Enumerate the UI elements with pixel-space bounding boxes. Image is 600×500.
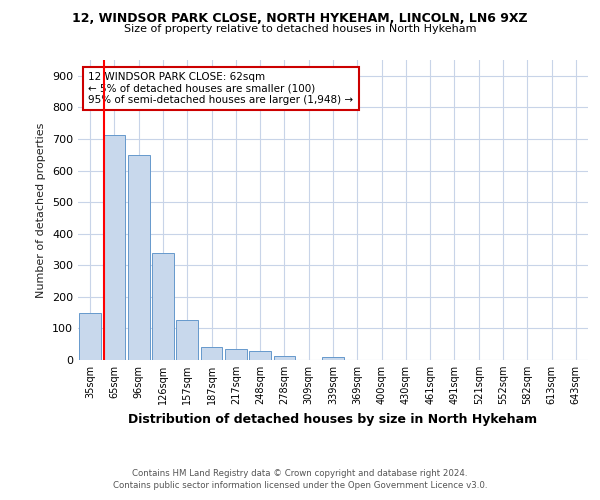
Text: 12, WINDSOR PARK CLOSE, NORTH HYKEHAM, LINCOLN, LN6 9XZ: 12, WINDSOR PARK CLOSE, NORTH HYKEHAM, L… (72, 12, 528, 26)
Bar (274, 356, 295, 360)
Text: Contains HM Land Registry data © Crown copyright and database right 2024.
Contai: Contains HM Land Registry data © Crown c… (113, 468, 487, 490)
Bar (200, 346, 223, 360)
Bar (104, 135, 125, 360)
Bar (152, 252, 174, 360)
X-axis label: Distribution of detached houses by size in North Hykeham: Distribution of detached houses by size … (128, 412, 538, 426)
Bar (249, 351, 271, 360)
Y-axis label: Number of detached properties: Number of detached properties (37, 122, 46, 298)
Bar (128, 154, 149, 360)
Bar (225, 349, 247, 360)
Text: Size of property relative to detached houses in North Hykeham: Size of property relative to detached ho… (124, 24, 476, 34)
Text: 12 WINDSOR PARK CLOSE: 62sqm
← 5% of detached houses are smaller (100)
95% of se: 12 WINDSOR PARK CLOSE: 62sqm ← 5% of det… (88, 72, 353, 105)
Bar (79, 312, 101, 360)
Bar (176, 320, 198, 360)
Bar (322, 357, 344, 360)
